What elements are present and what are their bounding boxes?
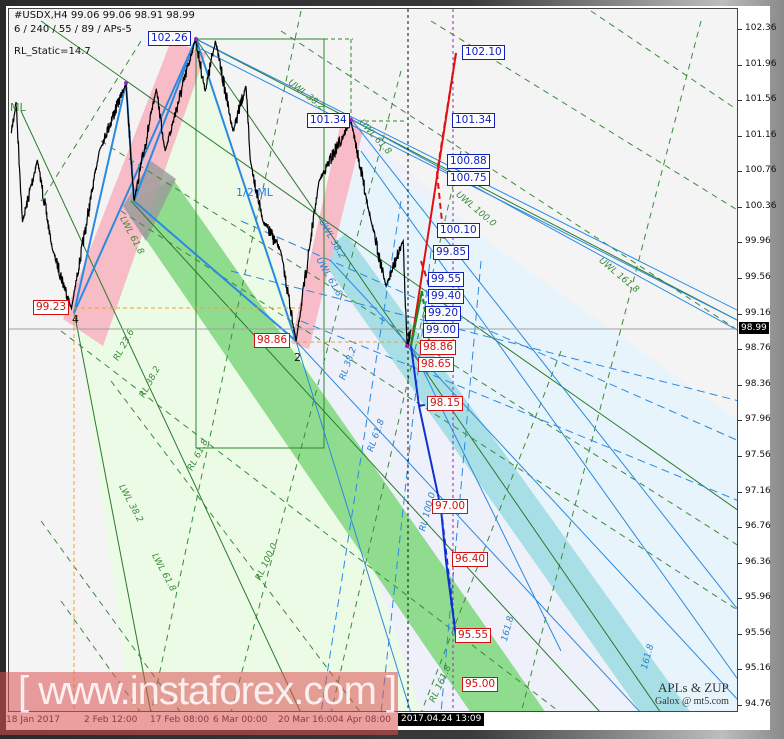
red-price-label: 95.00	[462, 676, 499, 692]
y-tick-mark	[738, 562, 742, 564]
y-tick-label: 97.96	[745, 414, 771, 425]
watermark-text: [ www.instaforex.com ]	[18, 669, 397, 713]
y-tick-label: 99.56	[745, 272, 771, 283]
blue-price-label: 100.75	[447, 170, 490, 186]
pivot-marker	[124, 81, 128, 85]
y-tick-mark	[738, 206, 742, 208]
y-tick-label: 101.96	[745, 58, 777, 69]
crosshair-time-tag: 2017.04.24 13:09	[398, 713, 485, 726]
y-tick-mark	[738, 100, 742, 102]
y-tick-mark	[738, 669, 742, 671]
y-tick-mark	[738, 313, 742, 315]
rl-static: RL_Static=14.7	[14, 46, 91, 57]
y-tick-label: 97.56	[745, 449, 771, 460]
zigzag-lines	[73, 36, 299, 345]
blue-price-label: 99.55	[428, 271, 465, 287]
blue-price-label: 99.85	[433, 245, 470, 261]
y-tick-label: 94.76	[745, 699, 771, 709]
blue-price-label: 102.10	[462, 45, 505, 61]
y-tick-mark	[738, 633, 742, 635]
symbol-info: #USDX,H4 99.06 99.06 98.91 98.99	[14, 10, 195, 21]
y-tick-label: 100.76	[745, 165, 777, 176]
red-price-label: 99.23	[33, 300, 70, 316]
overlap-gray	[123, 161, 176, 241]
y-tick-mark	[738, 705, 742, 706]
y-tick-mark	[738, 171, 742, 173]
watermark-band	[0, 672, 398, 735]
y-tick-mark	[738, 64, 742, 66]
blue-price-label: 101.34	[452, 112, 495, 128]
y-tick-label: 99.16	[745, 307, 771, 318]
red-price-label: 98.86	[420, 339, 457, 355]
pivot-number: 4	[72, 313, 79, 326]
red-price-label: 97.00	[432, 498, 469, 514]
red-price-label: 95.55	[455, 627, 492, 643]
red-projection	[410, 52, 457, 347]
y-tick-mark	[738, 29, 742, 30]
red-price-label: 96.40	[452, 552, 489, 568]
blue-price-label: 99.00	[423, 322, 460, 338]
time-box	[195, 38, 325, 449]
y-tick-mark	[738, 527, 742, 529]
y-tick-label: 99.96	[745, 236, 771, 247]
blue-price-label: 99.40	[428, 288, 465, 304]
y-tick-label: 95.96	[745, 592, 771, 603]
y-tick-mark	[738, 278, 742, 280]
y-tick-label: 98.76	[745, 343, 771, 354]
y-tick-mark	[738, 455, 742, 457]
red-price-label: 98.15	[427, 396, 464, 412]
y-tick-mark	[738, 242, 742, 244]
fib-label: 1/2 ML	[236, 186, 273, 199]
y-tick-label: 95.16	[745, 663, 771, 674]
settings-info: 6 / 240 / 55 / 89 / APs-5	[14, 24, 132, 35]
y-tick-label: 101.56	[745, 94, 777, 105]
green-band	[123, 179, 545, 711]
y-tick-mark	[738, 135, 742, 137]
pivot-marker	[349, 118, 353, 122]
blue-price-label: 99.20	[425, 305, 462, 321]
y-tick-mark	[738, 598, 742, 600]
y-tick-mark	[738, 384, 742, 386]
fib-label: ML	[10, 101, 26, 114]
green-solid-lines	[20, 20, 737, 711]
y-tick-label: 101.16	[745, 129, 777, 140]
blue-pitchfork-lines	[195, 38, 737, 711]
y-tick-label: 96.76	[745, 521, 771, 532]
pivot-number: 2	[294, 351, 301, 364]
y-tick-label: 102.36	[745, 23, 777, 33]
price-series-line	[10, 38, 412, 347]
y-tick-label: 97.16	[745, 485, 771, 496]
pivot-marker	[194, 37, 198, 41]
blue-dashed-lines	[230, 200, 737, 711]
signature-title: APLs & ZUP	[658, 680, 729, 695]
blue-price-label: 100.88	[447, 153, 490, 169]
current-price-tag: 98.99	[739, 322, 769, 334]
signature-credit: Galox @ mt5.com	[655, 696, 729, 707]
y-tick-mark	[738, 349, 742, 351]
y-tick-mark	[738, 491, 742, 493]
red-price-label: 98.86	[254, 333, 291, 349]
y-tick-label: 95.56	[745, 627, 771, 638]
y-tick-label: 98.36	[745, 378, 771, 389]
y-tick-mark	[738, 420, 742, 422]
y-tick-label: 100.36	[745, 200, 777, 211]
blue-price-label: 101.34	[307, 112, 350, 128]
pink-band-2	[291, 113, 363, 349]
red-price-label: 98.65	[418, 356, 455, 372]
blue-price-label: 102.26	[148, 30, 191, 46]
pivot-marker	[405, 344, 409, 348]
blue-price-label: 100.10	[437, 223, 480, 239]
y-tick-label: 96.36	[745, 556, 771, 567]
